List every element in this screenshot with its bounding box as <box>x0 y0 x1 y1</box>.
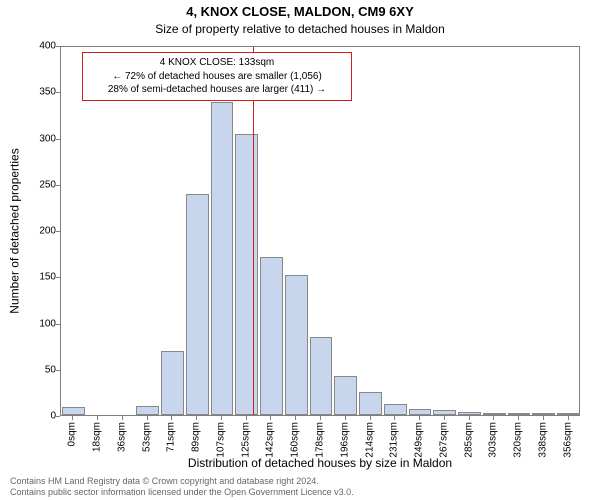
y-axis-label: Number of detached properties <box>8 46 22 416</box>
x-tick-mark <box>345 416 346 420</box>
x-tick-mark <box>270 416 271 420</box>
y-tick-mark <box>56 231 60 232</box>
y-tick-mark <box>56 46 60 47</box>
x-tick-mark <box>568 416 569 420</box>
histogram-bar <box>136 406 159 415</box>
y-tick-label: 200 <box>39 226 56 237</box>
y-tick-mark <box>56 277 60 278</box>
x-tick-label: 160sqm <box>290 422 301 458</box>
x-tick-label: 303sqm <box>488 422 499 458</box>
x-tick-mark <box>370 416 371 420</box>
x-tick-mark <box>171 416 172 420</box>
reference-line <box>253 47 254 415</box>
y-tick-mark <box>56 92 60 93</box>
x-tick-label: 89sqm <box>191 422 202 452</box>
y-tick-label: 400 <box>39 41 56 52</box>
histogram-bar <box>285 275 308 415</box>
y-tick-label: 250 <box>39 179 56 190</box>
callout-box: 4 KNOX CLOSE: 133sqm← 72% of detached ho… <box>82 52 352 101</box>
x-tick-mark <box>419 416 420 420</box>
x-tick-label: 178sqm <box>315 422 326 458</box>
histogram-bar <box>359 392 382 415</box>
y-tick-label: 150 <box>39 272 56 283</box>
x-tick-mark <box>469 416 470 420</box>
histogram-bar <box>161 351 184 415</box>
x-tick-label: 231sqm <box>389 422 400 458</box>
y-tick-label: 350 <box>39 87 56 98</box>
y-tick-mark <box>56 370 60 371</box>
y-tick-label: 50 <box>45 364 56 375</box>
histogram-bar <box>458 412 481 415</box>
callout-line: ← 72% of detached houses are smaller (1,… <box>89 70 345 84</box>
y-tick-mark <box>56 324 60 325</box>
x-tick-mark <box>543 416 544 420</box>
y-tick-mark <box>56 185 60 186</box>
x-tick-label: 267sqm <box>438 422 449 458</box>
histogram-bar <box>235 134 258 415</box>
x-tick-mark <box>518 416 519 420</box>
x-tick-mark <box>394 416 395 420</box>
x-tick-label: 18sqm <box>92 422 103 452</box>
histogram-bar <box>532 413 555 415</box>
x-tick-label: 36sqm <box>116 422 127 452</box>
x-tick-label: 285sqm <box>463 422 474 458</box>
callout-line: 28% of semi-detached houses are larger (… <box>89 83 345 97</box>
histogram-bar <box>557 413 580 415</box>
x-tick-label: 0sqm <box>67 422 78 446</box>
x-tick-label: 107sqm <box>215 422 226 458</box>
footer-attribution: Contains HM Land Registry data © Crown c… <box>10 476 354 498</box>
x-tick-label: 214sqm <box>364 422 375 458</box>
x-tick-mark <box>246 416 247 420</box>
histogram-bar <box>409 409 432 415</box>
histogram-bar <box>433 410 456 415</box>
x-tick-label: 53sqm <box>141 422 152 452</box>
x-tick-mark <box>444 416 445 420</box>
y-tick-mark <box>56 139 60 140</box>
x-tick-mark <box>221 416 222 420</box>
histogram-bar <box>186 194 209 415</box>
x-axis-label: Distribution of detached houses by size … <box>60 456 580 470</box>
x-tick-label: 142sqm <box>265 422 276 458</box>
x-tick-mark <box>295 416 296 420</box>
histogram-bar <box>508 413 531 415</box>
callout-line: 4 KNOX CLOSE: 133sqm <box>89 56 345 70</box>
chart-plot-area <box>60 46 580 416</box>
footer-line-1: Contains HM Land Registry data © Crown c… <box>10 476 354 487</box>
histogram-bar <box>384 404 407 415</box>
x-tick-label: 196sqm <box>339 422 350 458</box>
x-tick-mark <box>320 416 321 420</box>
x-tick-mark <box>147 416 148 420</box>
histogram-bar <box>334 376 357 415</box>
histogram-bar <box>310 337 333 415</box>
x-tick-label: 71sqm <box>166 422 177 452</box>
x-tick-label: 249sqm <box>414 422 425 458</box>
histogram-bar <box>62 407 85 415</box>
x-tick-label: 320sqm <box>513 422 524 458</box>
x-tick-mark <box>122 416 123 420</box>
histogram-bar <box>211 102 234 415</box>
x-tick-mark <box>72 416 73 420</box>
x-tick-mark <box>196 416 197 420</box>
x-tick-mark <box>97 416 98 420</box>
x-tick-mark <box>493 416 494 420</box>
page-title: 4, KNOX CLOSE, MALDON, CM9 6XY <box>0 4 600 19</box>
x-tick-label: 356sqm <box>562 422 573 458</box>
histogram-bar <box>260 257 283 415</box>
histogram-bar <box>483 413 506 415</box>
y-tick-label: 300 <box>39 133 56 144</box>
y-tick-label: 100 <box>39 318 56 329</box>
y-tick-mark <box>56 416 60 417</box>
footer-line-2: Contains public sector information licen… <box>10 487 354 498</box>
chart-subtitle: Size of property relative to detached ho… <box>0 22 600 36</box>
x-tick-label: 125sqm <box>240 422 251 458</box>
x-tick-label: 338sqm <box>537 422 548 458</box>
